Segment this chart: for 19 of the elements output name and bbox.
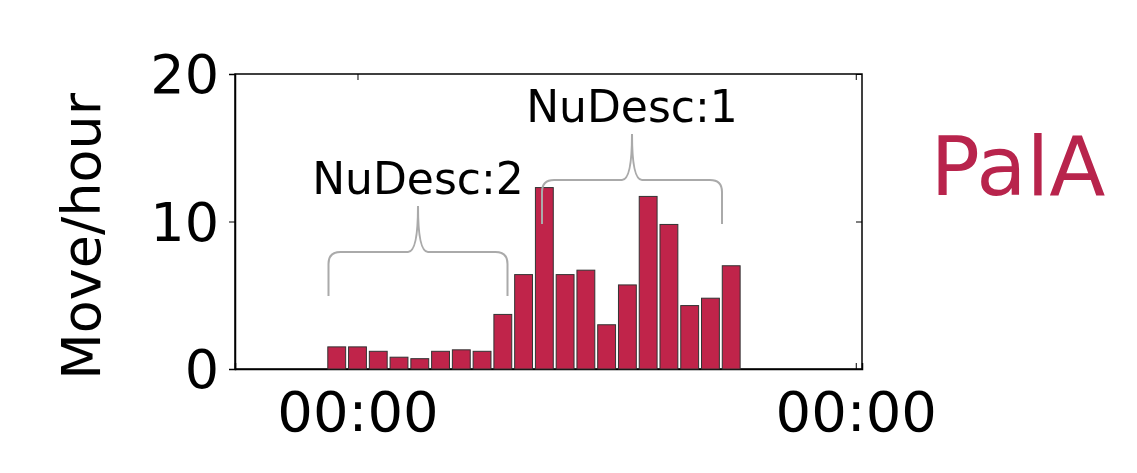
annotation: NuDesc:1	[526, 81, 738, 132]
bar	[597, 324, 617, 370]
bar	[701, 297, 720, 370]
y-axis-title: Move/hour	[50, 92, 113, 380]
y-tick-label: 0	[184, 338, 219, 402]
bar	[680, 305, 700, 370]
annotation: NuDesc:2	[312, 153, 524, 204]
text: PalA	[930, 119, 1106, 214]
bar	[348, 346, 367, 370]
bar	[721, 265, 741, 370]
y-tick-label: 20	[150, 43, 219, 107]
y-tick-label: 10	[150, 190, 219, 254]
bar	[327, 346, 347, 370]
bar	[431, 350, 450, 370]
x-tick-label: 00:00	[775, 378, 937, 444]
bar	[514, 274, 534, 370]
x-tick-label: 00:00	[277, 378, 439, 444]
bar	[534, 187, 554, 370]
bar	[617, 284, 637, 370]
